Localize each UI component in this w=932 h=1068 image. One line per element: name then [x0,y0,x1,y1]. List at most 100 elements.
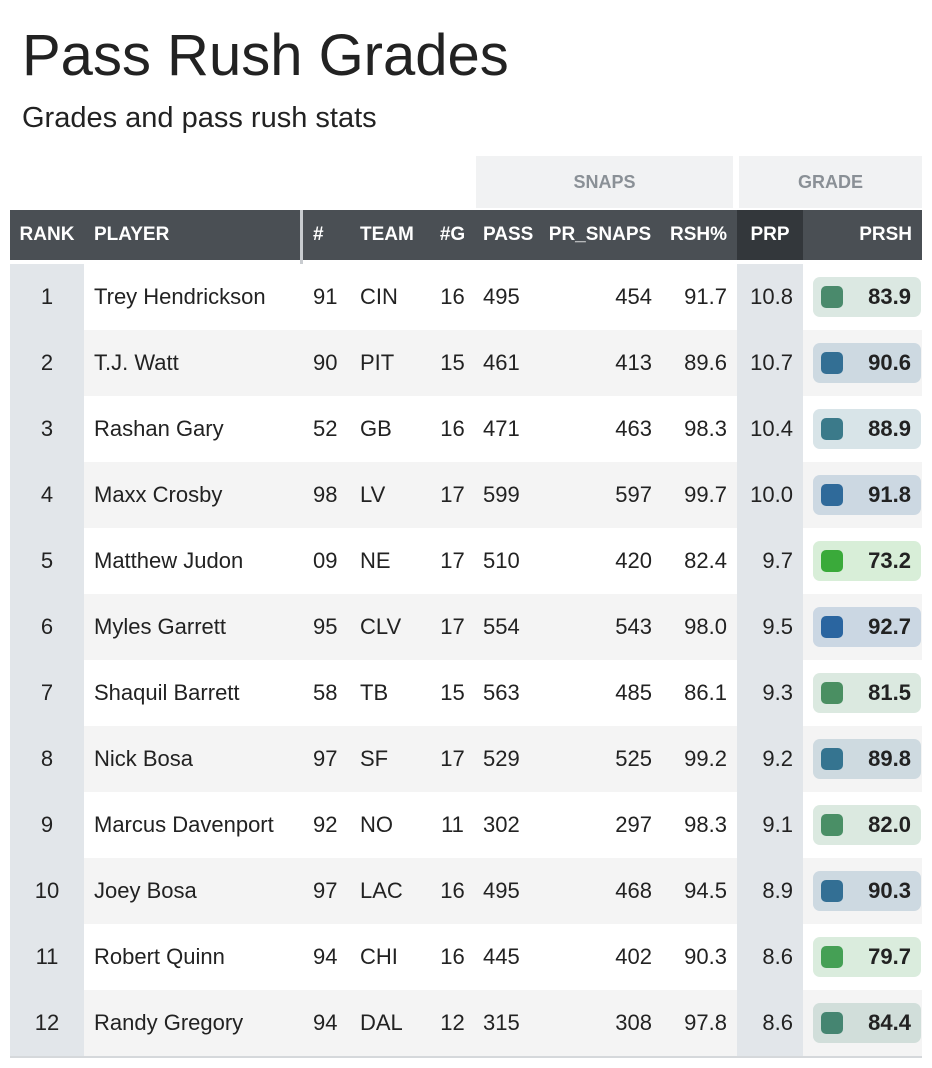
cell: 98 [313,482,338,507]
cell: 10 [34,878,60,903]
cell: 529 [483,746,520,771]
rank-background [10,594,84,660]
cell: 468 [615,878,652,903]
grade-pill: 83.9 [813,277,921,317]
cell: 485 [615,680,652,705]
cell: 2 [40,350,54,375]
grade-swatch [821,616,843,638]
prp-background [737,462,803,528]
cell: 4 [40,482,54,507]
cell: Joey Bosa [94,878,197,903]
cell: 445 [483,944,520,969]
grade-swatch [821,286,843,308]
cell: 8.6 [762,944,793,969]
cell: 12 [440,1010,465,1035]
cell: 15 [440,350,465,375]
cell: 97 [313,878,338,903]
cell: 15 [440,680,465,705]
cell: GB [360,416,392,441]
grade-pill: 90.6 [813,343,921,383]
cell: 10.7 [750,350,793,375]
cell: 9.5 [762,614,793,639]
cell: 98.3 [684,812,727,837]
prp-background [737,594,803,660]
prp-background [737,660,803,726]
cell: Trey Hendrickson [94,284,266,309]
cell: Marcus Davenport [94,812,274,837]
cell: DAL [360,1010,403,1035]
cell: 9 [40,812,54,837]
cell: 11 [441,812,464,837]
rank-background [10,924,84,990]
cell: 89.6 [684,350,727,375]
cell: 3 [40,416,54,441]
cell: CHI [360,944,398,969]
cell: 97 [313,746,338,771]
cell: 9.7 [762,548,793,573]
cell: 463 [615,416,652,441]
cell: Randy Gregory [94,1010,244,1035]
grade-pill: 88.9 [813,409,921,449]
cell: 543 [615,614,652,639]
cell: 413 [615,350,652,375]
cell: 98.3 [684,416,727,441]
column-header: PASS [483,224,534,245]
rank-background [10,462,84,528]
cell: 91 [313,284,338,309]
cell: 420 [615,548,652,573]
cell: 16 [440,284,465,309]
prp-background [737,330,803,396]
cell: Matthew Judon [94,548,244,573]
grade-swatch [821,352,843,374]
cell: 09 [313,548,338,573]
column-header: PR_SNAPS [548,224,652,245]
cell: 11 [35,944,59,969]
cell: 98.0 [684,614,727,639]
cell: 97.8 [684,1010,727,1035]
cell: TB [360,680,389,705]
grade-swatch [821,814,843,836]
cell: 8 [40,746,54,771]
cell: T.J. Watt [94,350,179,375]
prp-background [737,726,803,792]
cell: 402 [615,944,652,969]
cell: 99.2 [684,746,727,771]
cell: 17 [440,548,465,573]
grade-swatch [821,550,843,572]
cell: 99.7 [684,482,727,507]
cell: 5 [40,548,54,573]
grade-pill: 81.5 [813,673,921,713]
cell: 10.0 [750,482,793,507]
cell: 297 [615,812,652,837]
prp-background [737,792,803,858]
prp-background [737,858,803,924]
prp-background [737,396,803,462]
column-header: PLAYER [94,224,170,245]
cell: 495 [483,284,520,309]
cell: 16 [440,878,465,903]
cell: 6 [40,614,54,639]
cell: 17 [440,614,465,639]
rank-background [10,990,84,1056]
cell: 8.6 [762,1010,793,1035]
cell: 525 [615,746,652,771]
cell: 91.7 [684,284,727,309]
prp-background [737,528,803,594]
cell: Nick Bosa [94,746,194,771]
page-subtitle: Grades and pass rush stats [22,102,377,134]
cell: PIT [360,350,395,375]
cell: 597 [615,482,652,507]
cell: 52 [313,416,338,441]
rank-background [10,330,84,396]
cell: 9.2 [762,746,793,771]
cell: 10.4 [750,416,793,441]
grade-pill: 90.3 [813,871,921,911]
cell: 17 [440,746,465,771]
grade-swatch [821,946,843,968]
grade-swatch [821,484,843,506]
group-header: SNAPS [476,156,733,208]
prp-background [737,990,803,1056]
grade-swatch [821,682,843,704]
grade-swatch [821,1012,843,1034]
